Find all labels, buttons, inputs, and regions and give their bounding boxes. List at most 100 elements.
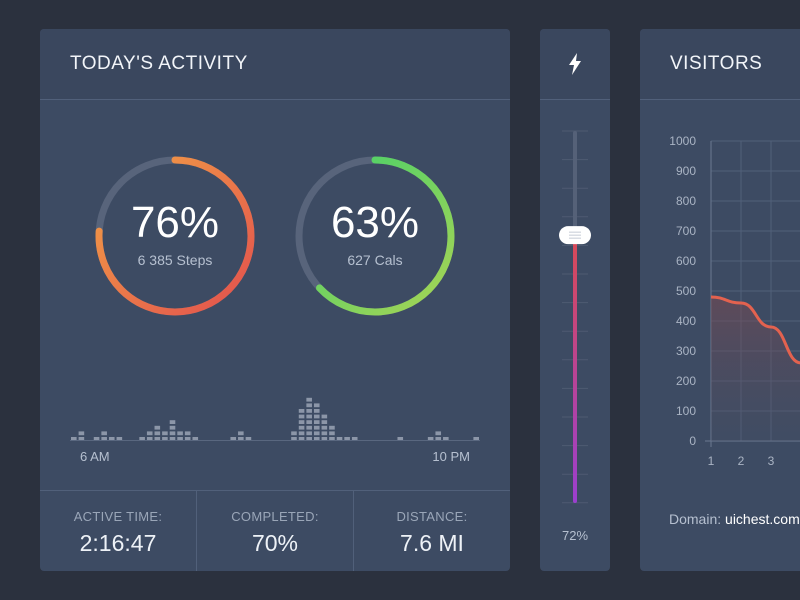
y-tick-label: 900 [675, 164, 696, 178]
slider-handle[interactable] [559, 226, 591, 245]
histogram-cell [329, 431, 335, 436]
histogram-cell [154, 437, 161, 441]
steps-percent: 76% [130, 198, 220, 247]
histogram-cell [435, 437, 442, 441]
histogram-cell [321, 431, 328, 436]
y-tick-label: 500 [675, 284, 696, 298]
histogram-cell [298, 409, 305, 413]
histogram-cell [298, 414, 305, 419]
calories-count: 627 Cals [347, 252, 403, 268]
y-tick-label: 200 [675, 374, 696, 388]
stat-value: 2:16:47 [79, 530, 157, 556]
histogram-cell [397, 437, 404, 441]
histogram-cell [184, 431, 191, 436]
histogram-cell [435, 431, 442, 436]
histogram-cell [298, 431, 305, 436]
domain-row: Domain: uichest.com [669, 511, 800, 527]
activity-histogram: 6 AM 10 PM [70, 329, 480, 464]
y-tick-label: 800 [675, 194, 696, 208]
histogram-cell [230, 437, 237, 441]
histogram-cell [329, 425, 335, 430]
stat-value: 70% [251, 530, 299, 556]
calories-ring: 63% 627 Cals [295, 156, 455, 316]
histogram-cell [321, 414, 328, 419]
histogram-cell [298, 437, 305, 441]
histogram-cell [169, 420, 176, 424]
histogram-axis [70, 440, 480, 441]
activity-header: TODAY'S ACTIVITY [40, 29, 510, 100]
histogram-cell [443, 437, 449, 441]
histogram-cell [313, 414, 320, 419]
power-slider[interactable] [540, 129, 610, 529]
histogram-cell [306, 425, 312, 430]
power-level-label: 72% [561, 528, 589, 543]
histogram-cell [473, 437, 479, 441]
histogram-cell [101, 431, 107, 436]
calories-progress-arc [295, 156, 455, 316]
histogram-cell [344, 437, 350, 441]
histogram-cell [306, 403, 312, 408]
histogram-cell [177, 431, 183, 436]
histogram-cell [245, 437, 252, 441]
histogram-cell [101, 437, 107, 441]
histogram-cell [93, 437, 100, 441]
histogram-cell [169, 425, 176, 430]
histogram-cell [321, 420, 328, 424]
histogram-start-label: 6 AM [80, 449, 110, 464]
histogram-cell [427, 437, 434, 441]
histogram-cell [313, 425, 320, 430]
stat-label: COMPLETED: [231, 509, 319, 524]
y-tick-label: 700 [675, 224, 696, 238]
histogram-cell [306, 397, 312, 402]
histogram-cell [298, 420, 305, 424]
activity-panel: TODAY'S ACTIVITY 76% 6 385 Steps [40, 29, 510, 571]
lightning-icon [569, 53, 581, 75]
power-header [540, 29, 610, 100]
visitors-line [710, 295, 800, 365]
histogram-cell [146, 437, 153, 441]
histogram-cell [78, 431, 85, 436]
stat-value: 7.6 MI [400, 530, 464, 556]
histogram-cell [78, 437, 85, 441]
visitors-title: VISITORS [670, 53, 763, 74]
histogram-cell [238, 437, 244, 441]
histogram-cell [162, 437, 168, 441]
visitors-header: VISITORS [640, 29, 800, 100]
histogram-end-label: 10 PM [432, 449, 470, 464]
histogram-cell [238, 431, 244, 436]
stat-label: DISTANCE: [396, 509, 468, 524]
histogram-cell [108, 437, 115, 441]
y-tick-label: 100 [675, 404, 696, 418]
histogram-cell [313, 420, 320, 424]
histogram-cell [139, 437, 145, 441]
histogram-cell [306, 437, 312, 441]
stat-distance: DISTANCE: 7.6 MI [354, 491, 510, 571]
histogram-cell [298, 425, 305, 430]
histogram-cell [71, 437, 77, 441]
calories-percent: 63% [330, 198, 420, 247]
activity-title: TODAY'S ACTIVITY [70, 53, 248, 74]
histogram-cell [306, 409, 312, 413]
histogram-cell [321, 425, 328, 430]
slider-fill [573, 235, 577, 503]
histogram-cell [313, 409, 320, 413]
x-tick-label: 3 [767, 454, 775, 468]
histogram-cell [177, 437, 183, 441]
steps-count: 6 385 Steps [137, 252, 213, 268]
histogram-cell [116, 437, 123, 441]
x-tick-label: 2 [737, 454, 745, 468]
histogram-cell [169, 437, 176, 441]
visitors-area [711, 297, 800, 441]
histogram-cell [162, 431, 168, 436]
histogram-cell [336, 437, 343, 441]
histogram-cell [146, 431, 153, 436]
stat-active-time: ACTIVE TIME: 2:16:47 [40, 491, 197, 571]
histogram-cell [291, 431, 297, 436]
y-tick-label: 0 [689, 434, 696, 448]
x-tick-label: 1 [707, 454, 715, 468]
histogram-cell [321, 437, 328, 441]
histogram-cell [169, 431, 176, 436]
power-panel: 72% [540, 29, 610, 571]
histogram-cell [306, 431, 312, 436]
histogram-cell [192, 437, 199, 441]
